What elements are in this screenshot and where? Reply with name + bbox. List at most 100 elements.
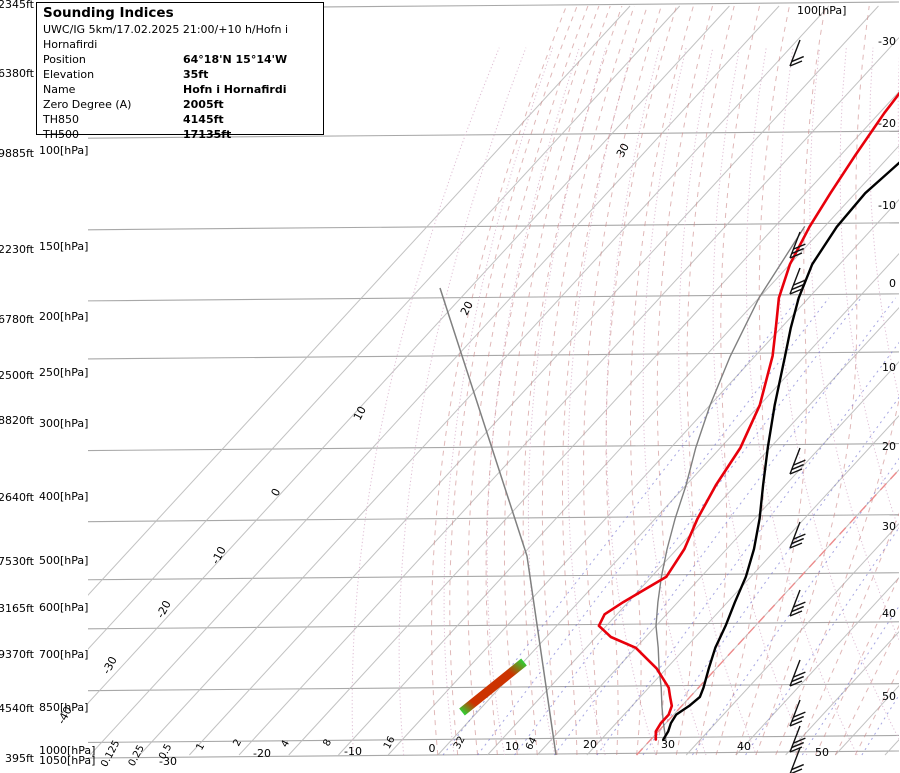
- moist-adiabat: [630, 5, 694, 756]
- mixing-ratio-line: [477, 297, 830, 756]
- wind-barb[interactable]: [789, 267, 806, 295]
- indices-row-value: Hofn i Hornafirdi: [183, 83, 287, 96]
- right-temperature-label: -10: [878, 199, 896, 212]
- mixing-ratio-label: 0.25: [127, 743, 147, 768]
- wind-barb[interactable]: [789, 447, 806, 475]
- mixing-ratio-label: 32: [452, 735, 468, 751]
- right-temperature-label: 40: [882, 607, 896, 620]
- dry-adiabat: [351, 47, 500, 756]
- wind-barb-shaft: [789, 231, 801, 259]
- isotherm-inline-label: 10: [351, 404, 369, 422]
- bottom-temperature-label: -30: [159, 755, 177, 768]
- wind-barb[interactable]: [789, 589, 806, 617]
- mixing-ratio-label: 8: [321, 737, 334, 748]
- pressure-tick-label: 300[hPa]: [39, 417, 88, 430]
- pressure-tick-label: 400[hPa]: [39, 490, 88, 503]
- altitude-tick-label: 36780ft: [0, 313, 35, 326]
- wind-barb-flag: [789, 542, 803, 549]
- wind-barb-flag: [789, 680, 803, 687]
- isobar-grid-line: [87, 222, 900, 231]
- isotherm-inline-label: -20: [154, 598, 174, 620]
- wind-barb-column[interactable]: [789, 39, 806, 773]
- wind-barb[interactable]: [789, 699, 806, 727]
- wind-barb-flag: [791, 537, 804, 545]
- moist-adiabat: [562, 5, 648, 755]
- panel-title: Sounding Indices: [43, 5, 174, 21]
- indices-row-label: Zero Degree (A): [43, 98, 132, 111]
- altitude-tick-label: 22640ft: [0, 491, 35, 504]
- isobar-grid-line: [87, 130, 900, 139]
- wind-barb[interactable]: [789, 747, 804, 773]
- mixing-ratio-label: 0.125: [99, 739, 122, 769]
- dry-adiabat: [678, 47, 757, 756]
- isotherm-grid-line: [88, 5, 730, 704]
- isotherm-grid-line: [487, 306, 899, 756]
- mixing-ratio-line: [691, 457, 899, 756]
- bottom-temperature-label: 0: [429, 742, 436, 755]
- wind-barb[interactable]: [789, 231, 806, 259]
- mixing-ratio-label: 64: [524, 736, 540, 752]
- bottom-temperature-label: 20: [583, 738, 597, 751]
- dewpoint-profile: [597, 91, 899, 741]
- dry-adiabat: [745, 47, 858, 756]
- altitude-tick-label: 13165ft: [0, 602, 35, 615]
- moist-adiabat: [522, 5, 623, 756]
- wind-barb[interactable]: [789, 39, 804, 67]
- wind-barb-shaft: [789, 699, 801, 727]
- indices-table: Position 64°18'N 15°14'W Elevation 35ft Name…: [43, 52, 318, 142]
- isobar-grid-line: [87, 621, 900, 630]
- altitude-tick-label: 17530ft: [0, 555, 35, 568]
- isotherm-grid-line: [735, 577, 899, 756]
- isotherm-grid-line: [288, 90, 899, 756]
- wind-barb-shaft: [789, 589, 801, 617]
- wind-barb-flag: [789, 288, 803, 295]
- bottom-temperature-label: -20: [253, 747, 271, 760]
- indices-row-label: Position: [43, 53, 86, 66]
- pressure-tick-label: 150[hPa]: [39, 240, 88, 253]
- wind-barb-shaft: [789, 521, 801, 549]
- wind-barb[interactable]: [789, 725, 806, 753]
- moist-adiabat: [695, 5, 760, 756]
- mixing-ratio-label: 2: [231, 737, 244, 748]
- wind-barb-flag: [793, 601, 806, 608]
- isobar-grid-line: [87, 750, 900, 759]
- pressure-label-top-right: 100[hPa]: [797, 4, 846, 17]
- wind-barb-flag: [791, 55, 804, 63]
- sounding-indices-panel: Sounding Indices UWC/IG 5km/17.02.2025 2…: [36, 2, 324, 141]
- isotherm-grid-line: [536, 360, 899, 756]
- bottom-temperature-label: 30: [661, 738, 675, 751]
- altitude-tick-label: 56380ft: [0, 67, 35, 80]
- right-temperature-label: 10: [882, 361, 896, 374]
- moist-adiabat: [735, 5, 826, 756]
- isobar-grid-line: [87, 572, 900, 581]
- parcel-indicator-bar: [459, 658, 527, 716]
- bottom-temperature-label: 50: [815, 746, 829, 759]
- indices-row-value: 17135ft: [183, 128, 232, 141]
- wind-barb-flag: [789, 60, 803, 67]
- indices-row: Zero Degree (A) 2005ft: [43, 97, 318, 112]
- right-temperature-label: -20: [878, 117, 896, 130]
- right-temperature-labels: -30 -20 -10 0 10 20 30 40 50: [878, 35, 896, 703]
- wind-barb[interactable]: [789, 521, 806, 549]
- pressure-tick-label: 1000[hPa]: [39, 744, 95, 757]
- wind-barb-flag: [791, 715, 804, 723]
- mixing-ratio-line: [442, 297, 799, 756]
- right-temperature-label: -30: [878, 35, 896, 48]
- pressure-tick-label: 600[hPa]: [39, 601, 88, 614]
- altitude-tick-label: 49885ft: [0, 147, 35, 160]
- isotherm-grid-line: [437, 252, 899, 756]
- wind-barb-flag: [791, 675, 804, 683]
- mixing-ratio-label: 1: [194, 741, 207, 752]
- bottom-temperature-label: 40: [737, 740, 751, 753]
- bottom-temperature-labels: -30 -20 -10 0 10 20 30 40 50: [159, 738, 829, 768]
- wind-barb-shaft: [789, 659, 801, 687]
- dry-adiabat: [712, 47, 808, 756]
- moist-adiabat: [431, 5, 567, 756]
- isotherm-inline-label: -10: [209, 544, 229, 566]
- isotherm-grid-line: [586, 414, 899, 756]
- wind-barb[interactable]: [789, 659, 806, 687]
- indices-row-value: 2005ft: [183, 98, 224, 111]
- indices-row-value: 4145ft: [183, 113, 224, 126]
- indices-row-value: 35ft: [183, 68, 209, 81]
- isotherm-grid-line: [189, 5, 879, 756]
